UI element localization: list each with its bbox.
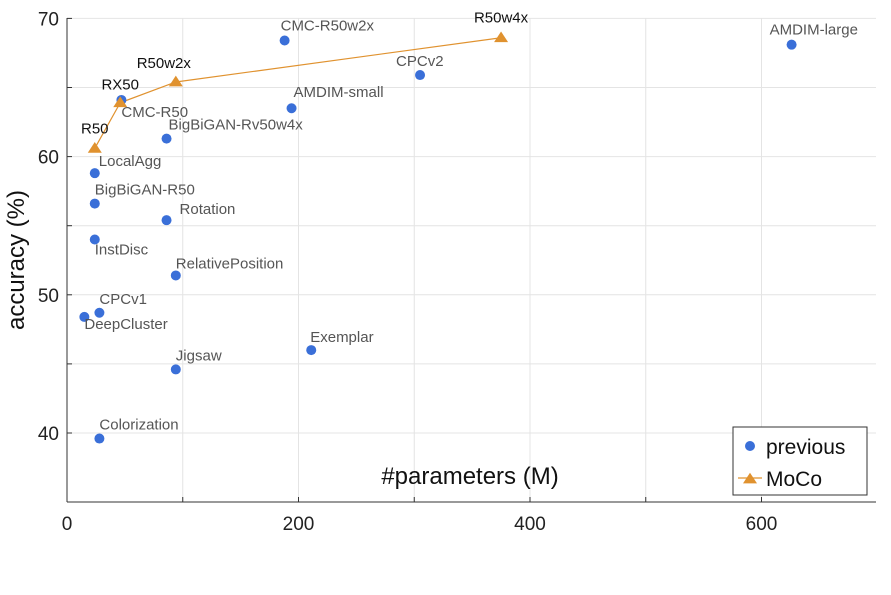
data-points <box>79 31 797 444</box>
legend-previous-label: previous <box>766 436 845 459</box>
x-axis-label: #parameters (M) <box>381 463 558 490</box>
previous-point-label: DeepCluster <box>84 316 167 333</box>
previous-point-label: BigBiGAN-R50 <box>95 182 195 199</box>
legend-moco-marker <box>743 472 757 484</box>
previous-point-label: Jigsaw <box>176 347 222 364</box>
previous-point <box>89 198 100 209</box>
previous-point-label: CPCv2 <box>396 53 444 70</box>
previous-point <box>786 39 797 50</box>
previous-point <box>161 215 172 226</box>
grid <box>66 17 876 502</box>
moco-point-label: R50w4x <box>474 10 529 27</box>
axes: 0 200 400 600 40 50 60 70 <box>38 9 876 535</box>
previous-point <box>170 364 181 375</box>
legend-moco-label: MoCo <box>766 468 822 491</box>
moco-point <box>87 142 102 153</box>
previous-point-label: CMC-R50 <box>121 104 188 121</box>
x-tick-label: 400 <box>514 514 546 535</box>
moco-trend-line <box>94 37 502 149</box>
previous-point-label: Exemplar <box>310 329 373 346</box>
previous-point <box>161 133 172 144</box>
x-tick-label: 200 <box>283 514 315 535</box>
x-tick-label: 0 <box>62 514 73 535</box>
y-tick-label: 40 <box>38 424 59 445</box>
previous-point-label: BigBiGAN-Rv50w4x <box>169 117 304 134</box>
previous-point <box>286 103 297 114</box>
previous-point <box>415 70 426 81</box>
previous-point <box>306 345 317 356</box>
previous-point <box>170 270 181 281</box>
previous-point-label: CMC-R50w2x <box>281 18 375 35</box>
previous-point-label: Colorization <box>99 417 178 434</box>
legend-box <box>732 426 868 496</box>
moco-point-label: R50w2x <box>137 55 192 72</box>
previous-point <box>94 433 105 444</box>
previous-point <box>89 168 100 179</box>
moco-point <box>113 96 128 108</box>
y-tick-label: 50 <box>38 286 59 307</box>
previous-point-label: Rotation <box>180 201 236 218</box>
moco-point <box>168 75 183 87</box>
y-tick-label: 60 <box>38 148 59 169</box>
previous-point-label: AMDIM-small <box>294 84 384 101</box>
previous-point-label: LocalAgg <box>99 153 162 170</box>
moco-point-label: RX50 <box>101 77 139 94</box>
y-tick-label: 70 <box>38 9 59 30</box>
legend: previous MoCo <box>732 426 868 496</box>
moco-point-label: R50 <box>81 120 109 137</box>
previous-point <box>89 234 100 245</box>
previous-point-label: RelativePosition <box>176 255 284 272</box>
previous-point-label: AMDIM-large <box>770 22 858 39</box>
moco-line <box>94 37 502 149</box>
legend-previous-marker <box>745 441 755 451</box>
previous-point <box>279 35 290 46</box>
moco-point <box>494 31 509 43</box>
previous-point-label: InstDisc <box>95 242 149 259</box>
point-labels: CMC-R50w2x AMDIM-large CPCv2 AMDIM-small CMC… <box>81 10 858 434</box>
previous-point-label: CPCv1 <box>99 291 147 308</box>
previous-point <box>94 307 105 318</box>
y-axis-label: accuracy (%) <box>3 190 30 330</box>
x-tick-label: 600 <box>746 514 778 535</box>
previous-point <box>79 311 90 322</box>
